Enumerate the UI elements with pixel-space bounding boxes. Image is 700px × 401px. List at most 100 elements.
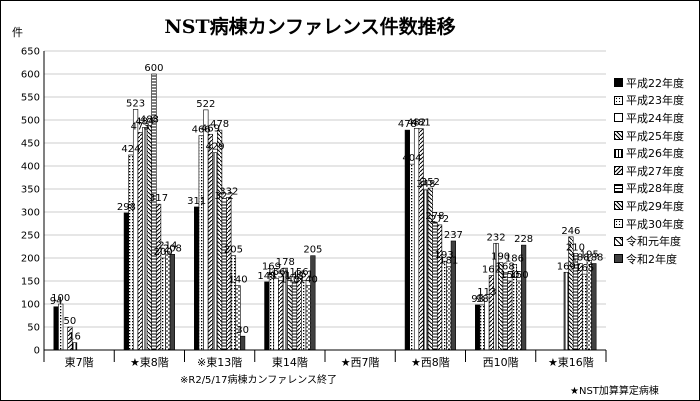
y-tick-label: 550 — [21, 93, 40, 104]
data-label: 162 — [482, 264, 501, 275]
legend-item: 平成30年度 — [614, 215, 698, 233]
y-tick-label: 400 — [21, 162, 40, 173]
legend-item: 平成26年度 — [614, 144, 698, 162]
data-label: 424 — [121, 144, 140, 155]
data-label: 469 — [201, 123, 220, 134]
y-axis-label: 件 — [12, 26, 23, 39]
bar — [436, 224, 443, 351]
bar — [198, 135, 204, 351]
y-tick-label: 650 — [21, 47, 40, 58]
bar — [479, 304, 485, 351]
data-label: 237 — [444, 230, 463, 241]
y-tick-label: 250 — [21, 231, 40, 242]
y-tick-label: 100 — [21, 300, 40, 311]
data-label: 484 — [135, 116, 154, 127]
footnote-text: ★NST加算算定病棟 — [570, 386, 659, 397]
bar — [582, 273, 588, 351]
data-label: 168 — [496, 262, 515, 273]
bar — [235, 285, 241, 351]
data-label: 523 — [126, 98, 145, 109]
data-label: 278 — [425, 211, 444, 222]
bar — [591, 263, 597, 351]
data-label: 332 — [219, 186, 238, 197]
bar — [207, 133, 214, 351]
bar — [123, 212, 129, 351]
data-label: 193 — [435, 250, 454, 261]
data-label: 205 — [224, 245, 243, 256]
data-label: 317 — [149, 193, 168, 204]
bar — [305, 285, 311, 351]
bar — [53, 306, 59, 351]
legend-item: 平成22年度 — [614, 74, 698, 92]
legend-label: 平成29年度 — [626, 199, 684, 213]
legend: 平成22年度 平成23年度 平成24年度 平成25年度 平成26年度 平成27年度 平成28… — [614, 74, 698, 268]
bar — [230, 255, 237, 351]
data-label: 246 — [561, 226, 580, 237]
data-label: 429 — [205, 142, 224, 153]
data-label: 481 — [412, 118, 431, 129]
legend-label: 平成23年度 — [626, 94, 684, 108]
data-label: 156 — [290, 267, 309, 278]
bar — [563, 271, 569, 351]
bar — [212, 152, 218, 351]
legend-item: 令和2年度 — [614, 250, 698, 268]
data-label: 30 — [236, 325, 249, 336]
legend-item: 平成29年度 — [614, 197, 698, 215]
data-label: 150 — [509, 270, 528, 281]
data-label: 473 — [131, 121, 150, 132]
data-label: 98 — [471, 294, 484, 305]
legend-item: 平成27年度 — [614, 162, 698, 180]
legend-label: 平成25年度 — [626, 129, 684, 143]
data-label: 600 — [144, 63, 163, 74]
bar — [273, 277, 279, 351]
data-label: 482 — [407, 117, 426, 128]
y-tick-label: 450 — [21, 139, 40, 150]
data-label: 165 — [575, 263, 594, 274]
y-tick-label: 600 — [21, 70, 40, 81]
y-tick-label: 50 — [27, 323, 40, 334]
legend-swatch — [614, 201, 623, 211]
legend-label: 令和2年度 — [626, 252, 677, 266]
data-label: 478 — [398, 119, 417, 130]
bar — [516, 280, 522, 351]
y-tick-label: 200 — [21, 254, 40, 265]
data-label: 140 — [280, 275, 299, 286]
data-label: 148 — [257, 271, 276, 282]
data-label: 169 — [262, 261, 281, 272]
data-label: 210 — [566, 242, 585, 253]
data-label: 298 — [117, 202, 136, 213]
bar — [217, 129, 223, 351]
legend-item: 平成24年度 — [614, 109, 698, 127]
bar — [137, 132, 143, 351]
data-label: 466 — [192, 125, 211, 136]
bar — [160, 257, 166, 351]
x-tick-label: 東7階 — [65, 355, 94, 369]
y-tick-label: 0 — [34, 346, 40, 357]
legend-swatch — [614, 236, 623, 246]
bar — [240, 335, 246, 351]
data-label: 200 — [154, 247, 173, 258]
legend-swatch — [614, 148, 623, 158]
bar — [142, 127, 148, 351]
x-tick-label: ★東16階 — [548, 355, 594, 369]
data-label: 311 — [187, 196, 206, 207]
legend-label: 令和元年度 — [626, 235, 681, 249]
legend-swatch — [614, 254, 623, 264]
legend-label: 平成30年度 — [626, 217, 684, 231]
data-label: 100 — [51, 293, 70, 304]
data-label: 322 — [215, 191, 234, 202]
data-label: 188 — [584, 253, 603, 264]
bar — [278, 280, 284, 351]
legend-item: 平成23年度 — [614, 92, 698, 110]
legend-swatch — [614, 131, 623, 141]
legend-item: 平成25年度 — [614, 127, 698, 145]
data-label: 181 — [439, 256, 458, 267]
legend-label: 平成27年度 — [626, 164, 684, 178]
bar — [507, 280, 513, 351]
note-text: ※R2/5/17病棟カンファレンス終了 — [180, 375, 338, 386]
data-label: 188 — [571, 253, 590, 264]
bar — [409, 163, 415, 351]
data-label: 190 — [491, 252, 510, 263]
legend-label: 平成22年度 — [626, 76, 684, 90]
